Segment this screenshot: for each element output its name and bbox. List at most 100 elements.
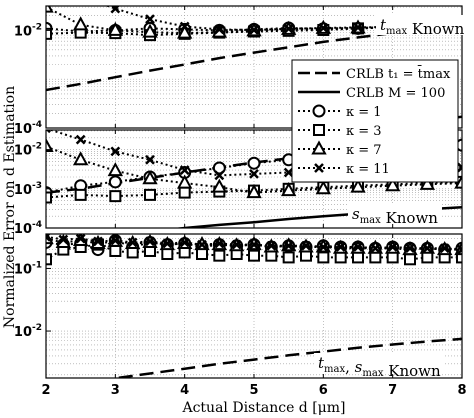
data-point-x	[353, 22, 363, 33]
chart-panels: 10-4 10-2 10-4 10-3 10-2 10-2 10-1 2 3 4 5 6 7 8 tmax …	[14, 5, 469, 398]
panel-1-annotation: tmax Known	[380, 16, 465, 38]
data-point-triangle	[350, 178, 366, 193]
y-tick-label: 10-2	[14, 142, 42, 159]
legend-marker-square	[313, 124, 325, 136]
data-point-x	[231, 239, 242, 250]
data-point-square	[456, 251, 462, 264]
x-tick-label: 3	[111, 383, 120, 398]
data-point-x	[75, 234, 86, 244]
data-point-triangle	[107, 162, 124, 177]
panel-3-annotation-bg	[314, 353, 445, 373]
data-point-square	[46, 191, 52, 204]
data-point-x	[214, 170, 225, 181]
data-point-x	[422, 243, 433, 254]
data-point-square	[248, 249, 260, 262]
data-point-x	[110, 235, 121, 246]
data-point-triangle	[176, 24, 193, 39]
x-tick-label: 8	[457, 383, 466, 398]
data-point-x	[457, 244, 462, 255]
data-point-x	[335, 242, 346, 252]
data-point-triangle	[72, 16, 89, 31]
panel-2: 10-4 10-3 10-2	[14, 129, 463, 237]
panel-1-annotation-bg	[376, 15, 469, 35]
legend-marker-circle	[312, 104, 326, 118]
data-point-triangle	[384, 177, 401, 192]
y-tick-label: 10-4	[14, 120, 42, 137]
data-point-x	[249, 25, 259, 35]
data-point-x	[110, 146, 121, 157]
data-point-triangle	[72, 151, 89, 166]
data-point-x	[387, 242, 398, 252]
y-tick-label: 10-2	[14, 22, 42, 39]
data-point-x	[439, 243, 450, 254]
y-tick-label: 10-1	[14, 260, 42, 277]
data-point-x	[283, 240, 294, 251]
series-line-crlb-t1	[118, 337, 462, 378]
data-point-x	[214, 238, 225, 249]
data-point-x	[214, 24, 225, 35]
legend-label: κ = 7	[346, 143, 382, 158]
data-point-x	[370, 243, 381, 254]
data-point-circle	[108, 175, 122, 189]
x-tick-labels: 2 3 4 5 6 7 8	[41, 383, 466, 398]
data-point-square	[144, 188, 156, 201]
panel-3: 10-2 10-1	[14, 233, 463, 379]
data-point-x	[145, 154, 155, 165]
y-axis-title: Normalized Error on d Estimation	[2, 86, 18, 328]
data-point-x	[179, 237, 190, 248]
data-point-x	[266, 240, 277, 251]
data-point-x	[179, 21, 190, 32]
data-point-square	[334, 251, 347, 264]
data-point-x	[162, 238, 173, 249]
x-tick-label: 7	[388, 383, 397, 398]
data-point-triangle	[454, 174, 462, 189]
x-tick-label: 5	[249, 383, 258, 398]
chart-legend: CRLB t₁ = t̄max CRLB M = 100 κ = 1 κ = 3 κ =…	[291, 59, 459, 183]
y-tick-label: 10-2	[14, 323, 42, 340]
data-point-circle	[247, 156, 261, 170]
x-tick-label: 4	[180, 383, 189, 398]
y-tick-label: 10-4	[14, 220, 42, 237]
data-point-x	[318, 23, 329, 33]
data-point-square	[386, 251, 399, 264]
data-point-square	[352, 251, 364, 264]
data-point-triangle	[107, 21, 124, 36]
data-point-x	[145, 14, 155, 25]
data-point-square	[213, 249, 226, 262]
x-tick-label: 2	[41, 383, 50, 398]
series-line-crlb-t1	[46, 24, 462, 92]
data-point-x	[145, 236, 155, 247]
data-point-triangle	[46, 137, 54, 152]
x-tick-label: 6	[319, 383, 328, 398]
data-point-square	[282, 251, 295, 264]
data-point-x	[58, 234, 69, 245]
data-point-square	[46, 253, 52, 266]
series-group	[46, 234, 462, 378]
data-point-x	[405, 243, 415, 254]
panel-3-annotation: tmax, smax Known	[318, 354, 441, 380]
data-point-square	[46, 27, 52, 40]
data-point-x	[197, 239, 207, 250]
data-point-x	[301, 240, 311, 251]
data-point-square	[404, 253, 416, 266]
panel-2-annotation: smax Known	[352, 205, 438, 227]
data-point-square	[421, 251, 434, 264]
data-point-triangle	[142, 23, 158, 38]
data-point-square	[317, 251, 330, 264]
data-point-square	[109, 190, 122, 203]
data-point-x	[93, 236, 103, 247]
data-point-triangle	[419, 175, 436, 190]
panel-2-annotation-bg	[348, 204, 442, 224]
data-point-x	[283, 167, 294, 178]
data-point-x	[249, 239, 259, 250]
data-point-square	[178, 186, 191, 199]
legend-label: κ = 1	[346, 105, 382, 120]
data-point-x	[457, 162, 462, 173]
data-point-square	[74, 188, 87, 201]
data-point-x	[353, 242, 363, 252]
data-point-x	[249, 169, 259, 179]
data-point-x	[46, 130, 51, 134]
legend-marker-x	[314, 163, 324, 173]
data-point-square	[161, 248, 174, 261]
